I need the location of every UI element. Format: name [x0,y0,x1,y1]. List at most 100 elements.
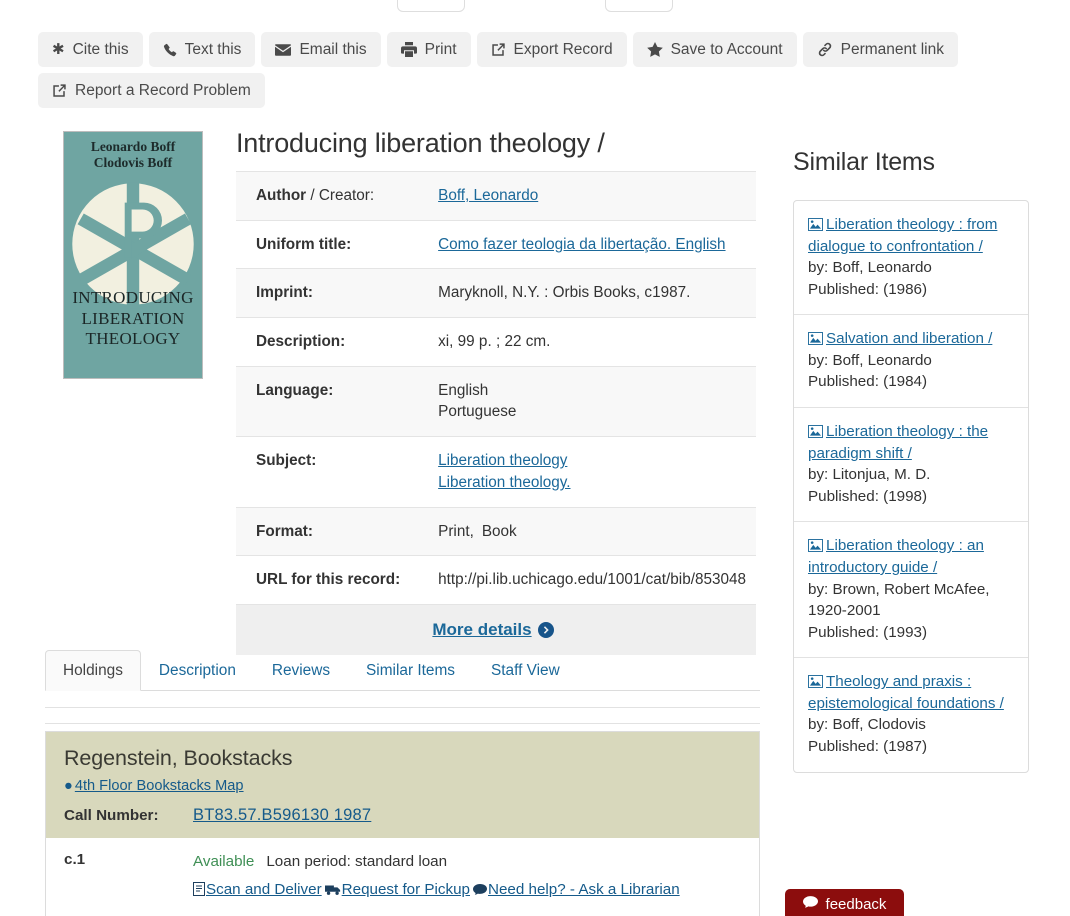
top-cut-button-right[interactable] [605,0,673,12]
save-to-account-button[interactable]: Save to Account [632,32,797,67]
map-pin-icon: ● [64,778,73,794]
phone-icon [163,43,177,57]
row-value-format: Print, Book [434,507,756,556]
similar-item-title-3[interactable]: Liberation theology : the paradigm shift… [808,423,989,462]
print-button[interactable]: Print [386,32,471,67]
book-cover[interactable]: Leonardo Boff Clodovis Boff INTRODUCING LI… [63,131,203,379]
similar-item-title-5[interactable]: Theology and praxis : epistemological fo… [808,673,1004,712]
printer-icon [400,42,417,57]
arrow-circle-right-icon [537,622,554,639]
similar-items-list: Liberation theology : from dialogue to c… [793,200,1029,773]
list-item: Liberation theology : from dialogue to c… [794,201,1028,314]
row-value-url: http://pi.lib.uchicago.edu/1001/cat/bib/… [438,571,746,589]
call-number-link[interactable]: BT83.57.B596130 1987 [193,806,372,824]
row-label-url: URL for this record: [256,571,401,589]
toolbar-row-secondary: Report a Record Problem [38,73,1033,108]
export-record-label: Export Record [513,40,613,58]
tab-similar-items[interactable]: Similar Items [366,662,455,679]
more-details-cell: More details [236,604,756,656]
divider [45,723,760,725]
print-label: Print [424,40,457,58]
external-link-icon [491,42,506,57]
email-this-button[interactable]: Email this [261,32,381,67]
row-value-subject: Liberation theology Liberation theology. [434,437,756,507]
tab-description[interactable]: Description [158,662,236,679]
row-label-author: Author / Creator: [256,186,375,204]
similar-item-title-1[interactable]: Liberation theology : from dialogue to c… [808,216,998,255]
cover-authors: Leonardo Boff Clodovis Boff [90,139,176,170]
subject-link-1[interactable]: Liberation theology [438,452,568,470]
holdings-panel: Regenstein, Bookstacks ● 4th Floor Bookst… [45,731,760,916]
floor-map-link[interactable]: 4th Floor Bookstacks Map [74,778,244,794]
table-row: Description: xi, 99 p. ; 22 cm. [236,317,756,367]
top-cut-button-left[interactable] [397,0,465,12]
more-details-row: More details [236,604,756,656]
feedback-button[interactable]: feedback [785,889,904,916]
similar-item-author-5: by: Boff, Clodovis [808,716,926,734]
asterisk-icon: ✱ [52,41,65,58]
record-details: Introducing liberation theology / Author… [236,128,756,656]
list-item: Theology and praxis : epistemological fo… [794,657,1028,771]
record-action-toolbar: ✱ Cite this Text this Email this Print [38,32,1033,108]
language-portuguese: Portuguese [438,403,517,421]
table-row: Uniform title: Como fazer teologia da li… [236,220,756,269]
loan-period: Loan period: standard loan [266,853,448,870]
similar-item-author-3: by: Litonjua, M. D. [808,466,931,484]
table-row: Language: English Portuguese [236,366,756,437]
list-item: Liberation theology : the paradigm shift… [794,407,1028,521]
permanent-link-button[interactable]: Permanent link [802,32,958,67]
similar-item-title-4[interactable]: Liberation theology : an introductory gu… [808,537,984,576]
tab-holdings[interactable]: Holdings [45,650,141,692]
similar-items-heading: Similar Items [793,148,935,176]
similar-item-published-1: Published: (1986) [808,280,928,298]
similar-item-author-2: by: Boff, Leonardo [808,351,932,369]
record-details-table: Author / Creator: Boff, Leonardo Uniform… [236,171,756,656]
row-label-uniform-title: Uniform title: [256,235,352,253]
toolbar-row-primary: ✱ Cite this Text this Email this Print [38,32,1033,67]
star-icon [646,42,663,57]
text-this-button[interactable]: Text this [148,32,256,67]
list-item: Salvation and liberation / by: Boff, Leo… [794,314,1028,407]
similar-items-panel: Similar Items Liberation theology : from… [793,148,1029,773]
holdings-map-row: ● 4th Floor Bookstacks Map [64,778,741,794]
image-icon [808,539,823,553]
call-number-label: Call Number: [64,807,159,824]
holdings-actions: Scan and Deliver Request for Pickup Need h… [193,879,741,902]
row-label-description: Description: [256,333,346,351]
tab-reviews[interactable]: Reviews [271,662,331,679]
image-icon [808,425,823,439]
holdings-item-row: c.1 Available Loan period: standard loan … [46,838,759,916]
table-row: Imprint: Maryknoll, N.Y. : Orbis Books, … [236,268,756,318]
scan-and-deliver-link[interactable]: Scan and Deliver [206,880,322,898]
page-title: Introducing liberation theology / [236,128,605,158]
request-for-pickup-link[interactable]: Request for Pickup [341,880,470,898]
call-number-row: Call Number: BT83.57.B596130 1987 [64,806,741,825]
truck-icon [324,881,341,898]
similar-item-published-2: Published: (1984) [808,373,928,391]
more-details-button[interactable]: More details [432,618,554,642]
comment-icon [473,881,487,898]
language-english: English [438,381,489,399]
document-icon [193,881,205,898]
author-link[interactable]: Boff, Leonardo [438,186,539,204]
chi-rho-symbol-icon [72,182,194,309]
subject-link-2[interactable]: Liberation theology. [438,473,571,491]
permanent-link-label: Permanent link [840,40,944,58]
list-item: Liberation theology : an introductory gu… [794,521,1028,657]
status-badge: Available [193,853,255,870]
ask-a-librarian-link[interactable]: Need help? - Ask a Librarian [488,880,680,898]
format-book: Book [481,522,517,540]
row-value-description: xi, 99 p. ; 22 cm. [438,333,551,351]
report-record-problem-button[interactable]: Report a Record Problem [38,73,265,108]
image-icon [808,218,823,231]
similar-item-published-5: Published: (1987) [808,737,928,755]
availability-block: Available Loan period: standard loan Scan… [193,851,741,902]
export-record-button[interactable]: Export Record [476,32,627,67]
cite-this-button[interactable]: ✱ Cite this [38,32,143,67]
similar-item-title-2[interactable]: Salvation and liberation / [826,330,993,348]
uniform-title-link[interactable]: Como fazer teologia da libertação. Engli… [438,235,726,253]
similar-item-published-3: Published: (1998) [808,487,928,505]
row-label-subject: Subject: [256,452,317,470]
tab-staff-view[interactable]: Staff View [490,662,560,679]
table-row: Format: Print, Book [236,507,756,556]
